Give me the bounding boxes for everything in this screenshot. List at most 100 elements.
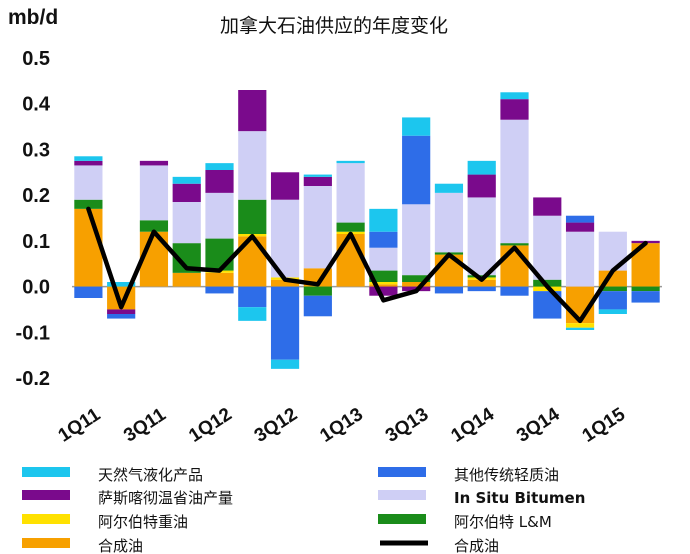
bar-segment (402, 204, 431, 276)
bar-segment (369, 286, 398, 296)
bar-segment (598, 309, 627, 314)
x-tick-label: 3Q12 (251, 404, 301, 447)
y-tick-label: 0.2 (22, 185, 50, 207)
bar-segment (500, 119, 529, 244)
y-tick-label: 0.3 (22, 139, 50, 161)
legend-swatch (22, 467, 70, 477)
bar-segment (565, 323, 595, 328)
x-tick-label: 1Q11 (55, 404, 105, 447)
x-tick-label: 1Q14 (448, 404, 499, 447)
chart-title: 加拿大石油供应的年度变化 (220, 14, 448, 37)
legend-label: 其他传统轻质油 (454, 466, 559, 484)
bar-segment (107, 309, 136, 314)
legend-label: 合成油 (98, 537, 143, 554)
bar-segment (74, 165, 103, 200)
legend-label: 萨斯喀彻温省油产量 (98, 489, 233, 507)
bar-segment (205, 272, 234, 287)
bar-segment (74, 208, 103, 287)
bar-segment (270, 359, 300, 369)
bar-segment (336, 234, 365, 287)
bar-segment (303, 186, 332, 269)
bar-segment (598, 291, 627, 310)
y-axis-ticks: 0.5 0.4 0.3 0.2 0.1 0.0 -0.1 -0.2 (16, 48, 51, 390)
bar-segment (205, 286, 234, 294)
bar-segment (500, 245, 529, 287)
bar-segment (238, 90, 267, 132)
bar-segment (369, 284, 398, 287)
bar-segment (402, 135, 431, 205)
bar-segment (74, 286, 103, 298)
bar-segment (205, 163, 234, 170)
bar-segment (238, 307, 267, 321)
bar-segment (500, 92, 529, 100)
bar-segment (467, 275, 496, 278)
bar-segment (631, 291, 660, 303)
bar-segment (467, 160, 496, 175)
y-tick-label: -0.2 (16, 368, 50, 390)
bar-segment (500, 243, 529, 246)
bar-segment (303, 286, 332, 296)
bar-segment (303, 295, 332, 317)
bar-segment (434, 286, 464, 294)
bar-segment (336, 160, 365, 164)
legend-label: 阿尔伯特 L&M (454, 513, 552, 531)
bar-segment (205, 238, 234, 271)
bar-segment (467, 197, 496, 276)
x-tick-label: 1Q13 (316, 404, 366, 447)
x-tick-label: 1Q15 (579, 404, 630, 447)
legend-swatch (378, 514, 426, 524)
bar-segment (369, 208, 398, 232)
bar-segment (270, 279, 300, 287)
y-axis-unit-label: mb/d (8, 6, 58, 29)
legend-label: 阿尔伯特重油 (98, 513, 188, 531)
y-tick-label: 0.0 (22, 277, 50, 299)
y-tick-label: 0.5 (22, 48, 50, 70)
y-tick-label: 0.4 (22, 94, 51, 116)
legend-swatch (22, 490, 70, 500)
bar-segment (74, 199, 103, 209)
x-axis-ticks: 1Q11 3Q11 1Q12 3Q12 1Q13 3Q13 1Q14 3Q14 1Q15 (55, 404, 630, 447)
legend-label: In Situ Bitumen (454, 489, 585, 507)
bar-segment (369, 270, 398, 282)
bar-segment (172, 183, 201, 202)
bar-segment (139, 220, 169, 232)
bar-segment (270, 172, 300, 200)
y-tick-label: 0.1 (22, 231, 50, 253)
bar-segment (107, 282, 136, 287)
bar-segment (74, 160, 103, 166)
bar-segment (467, 279, 496, 287)
bar-segment (238, 286, 267, 308)
bar-segment (205, 192, 234, 239)
legend-label: 天然气液化产品 (98, 466, 203, 484)
bar-segment (631, 286, 660, 292)
bar-segment (434, 192, 464, 253)
legend-swatch (378, 467, 426, 477)
bar-segment (533, 215, 562, 280)
bar-segment (565, 215, 595, 223)
bar-segment (500, 99, 529, 120)
bar-segment (139, 160, 169, 166)
bar-segment (500, 286, 529, 296)
x-tick-label: 1Q12 (185, 404, 235, 447)
bar-segment (270, 286, 300, 360)
bar-segment (533, 197, 562, 216)
bar-segment (369, 282, 398, 285)
bar-segment (369, 231, 398, 248)
x-tick-label: 3Q13 (382, 404, 432, 447)
bar-segment (172, 202, 201, 244)
x-tick-label: 3Q11 (120, 404, 170, 447)
bar-segment (402, 282, 431, 287)
legend-swatch (22, 538, 70, 548)
bar-segment (74, 156, 103, 161)
line-series (86, 206, 648, 324)
bar-segment (172, 176, 201, 184)
bar-segment (565, 222, 595, 232)
bar-segment (238, 131, 267, 200)
legend-label: 合成油 (454, 537, 499, 554)
bar-segment (303, 176, 332, 186)
bar-segment (139, 165, 169, 221)
bar-segment (565, 327, 595, 330)
bar-segment (467, 174, 496, 198)
